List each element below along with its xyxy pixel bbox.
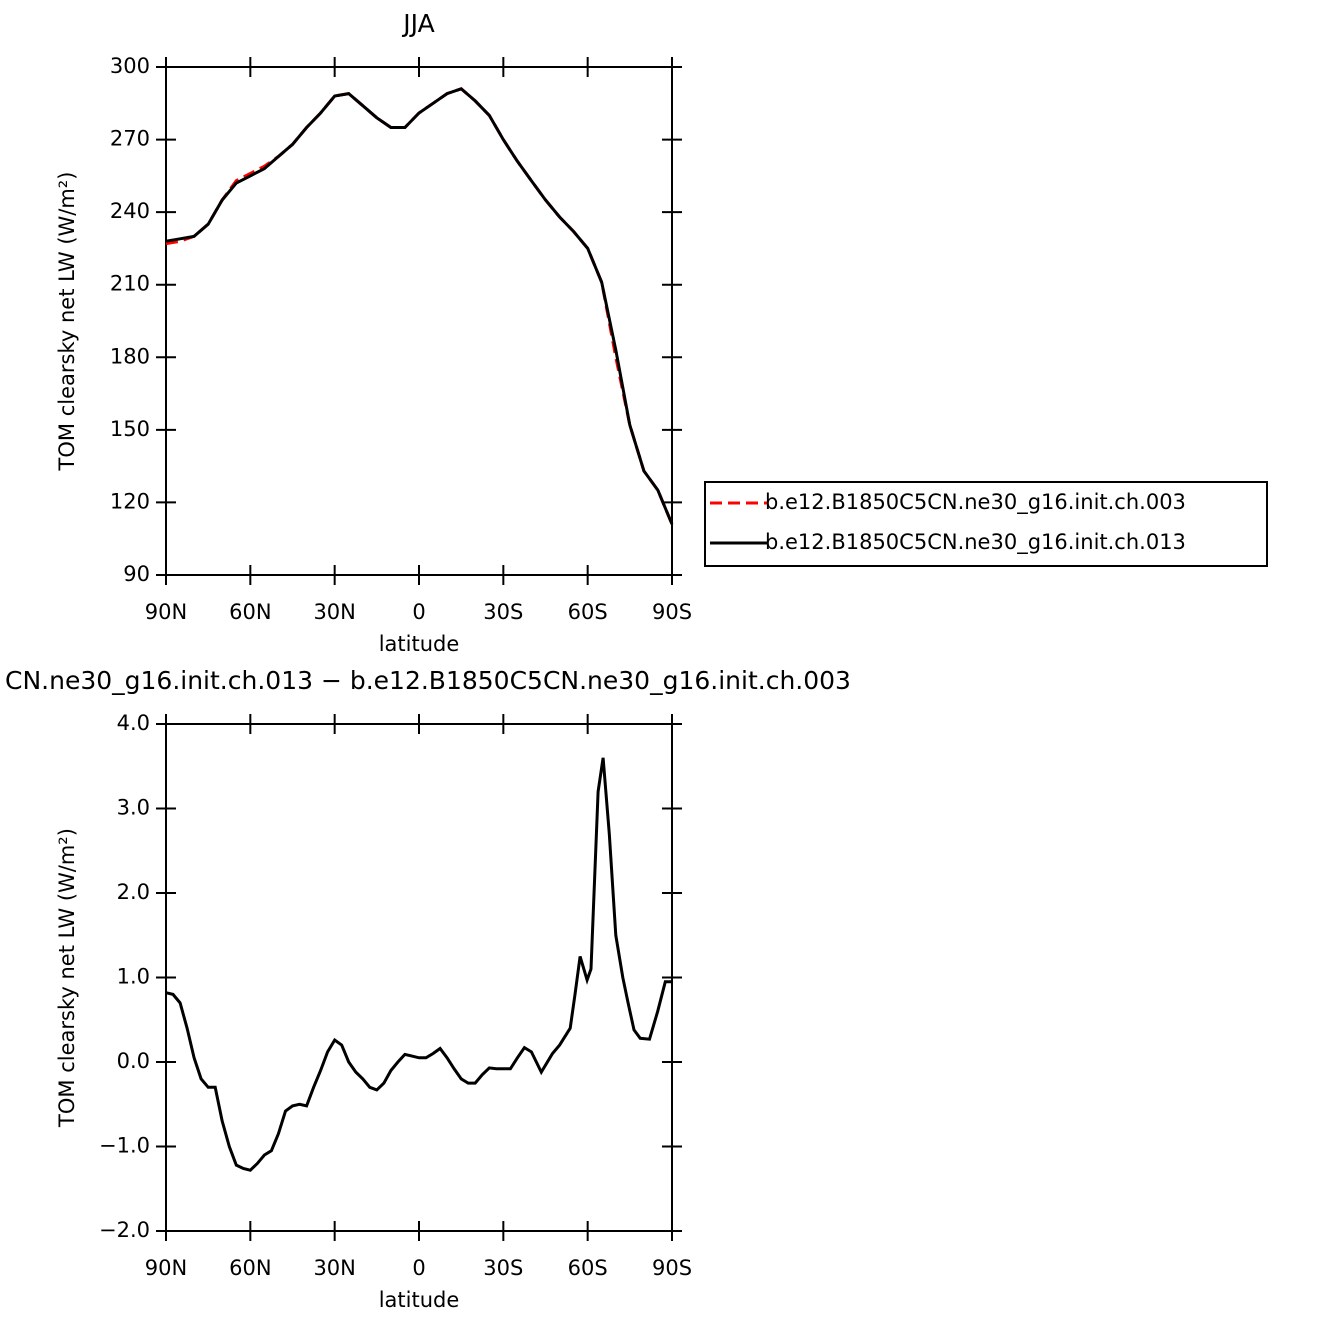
y-axis-label: TOM clearsky net LW (W/m²) [55,172,79,472]
data-line [165,87,674,525]
y-tick-label: 210 [110,272,150,296]
x-tick-label: 30N [313,1256,355,1280]
x-tick-label: 30N [313,600,355,624]
x-tick-label: 60N [229,600,271,624]
legend-label: b.e12.B1850C5CN.ne30_g16.init.ch.003 [765,490,1186,515]
y-tick-label: 4.0 [117,711,150,735]
y-tick-label: 1.0 [117,965,150,989]
x-tick-label: 0 [412,1256,425,1280]
x-axis-label: latitude [379,632,460,656]
y-tick-label: −1.0 [99,1134,150,1158]
y-tick-label: 150 [110,417,150,441]
x-axis-label: latitude [379,1288,460,1312]
x-tick-label: 60S [568,600,608,624]
y-tick-label: 240 [110,199,150,223]
x-tick-label: 60N [229,1256,271,1280]
y-tick-label: 2.0 [117,880,150,904]
chart-title: JJA [401,9,434,38]
plot-frame [165,723,673,1232]
y-tick-label: 0.0 [117,1049,150,1073]
x-tick-label: 90S [652,600,692,624]
plot-frame [165,66,673,576]
legend-box [704,481,1268,567]
x-tick-label: 0 [412,600,425,624]
x-tick-label: 90N [145,600,187,624]
y-axis-label: TOM clearsky net LW (W/m²) [55,828,79,1128]
y-tick-label: −2.0 [99,1218,150,1242]
chart-title: CN.ne30_g16.init.ch.013 − b.e12.B1850C5C… [5,666,851,695]
x-tick-label: 90N [145,1256,187,1280]
x-tick-label: 90S [652,1256,692,1280]
legend-label: b.e12.B1850C5CN.ne30_g16.init.ch.013 [765,530,1186,555]
data-line [165,87,674,525]
data-line [165,757,672,1172]
y-tick-label: 270 [110,127,150,151]
x-tick-label: 30S [483,1256,523,1280]
y-tick-label: 300 [110,54,150,78]
y-tick-label: 90 [123,562,150,586]
y-tick-label: 180 [110,344,150,368]
y-tick-label: 120 [110,489,150,513]
x-tick-label: 30S [483,600,523,624]
y-tick-label: 3.0 [117,796,150,820]
x-tick-label: 60S [568,1256,608,1280]
